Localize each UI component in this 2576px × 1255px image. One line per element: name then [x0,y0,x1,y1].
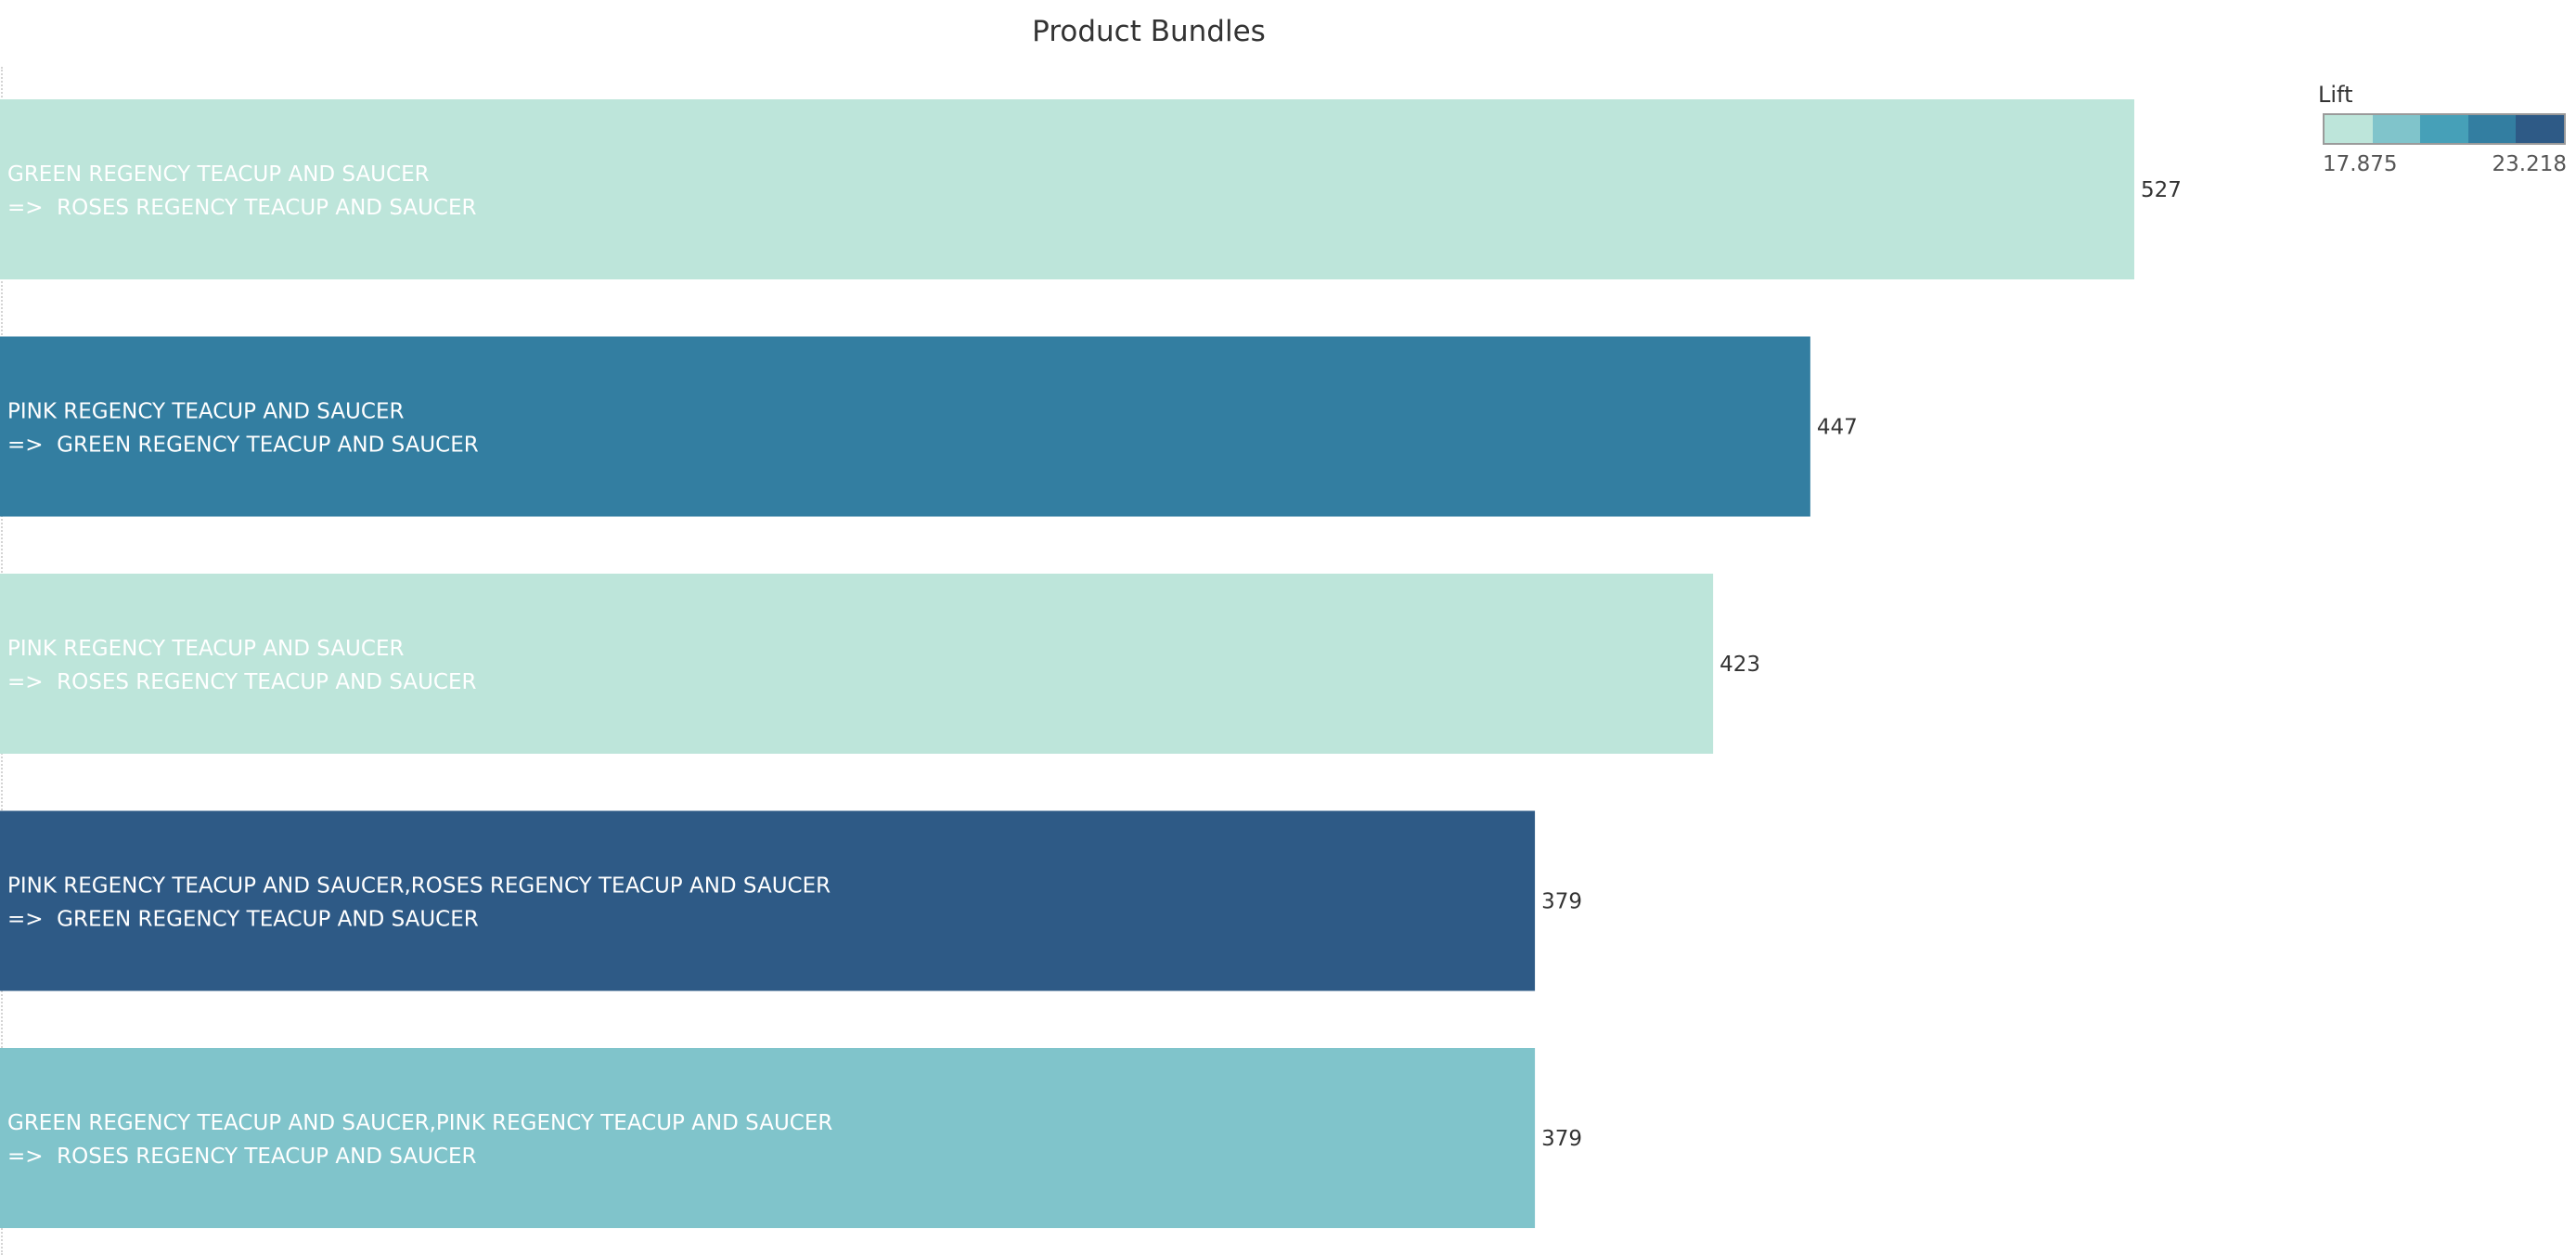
legend-swatch [2516,115,2564,143]
bar-value-label: 379 [1541,1127,1582,1151]
bar[interactable] [0,336,1810,517]
bar[interactable] [0,574,1714,754]
bar-group: GREEN REGENCY TEACUP AND SAUCER,PINK REG… [0,1048,1582,1228]
bar-group: PINK REGENCY TEACUP AND SAUCER,ROSES REG… [0,810,1582,991]
legend-min-label: 17.875 [2323,152,2398,176]
bar-label-consequent: => GREEN REGENCY TEACUP AND SAUCER [7,433,479,458]
bar-group: PINK REGENCY TEACUP AND SAUCER => GREEN R… [0,336,1858,517]
bar-label-consequent: => ROSES REGENCY TEACUP AND SAUCER [7,1145,477,1169]
bar[interactable] [0,1048,1536,1228]
bar-label-consequent: => ROSES REGENCY TEACUP AND SAUCER [7,196,477,220]
bar-value-label: 423 [1719,653,1760,677]
legend-color-ramp [2323,113,2566,145]
legend-swatch [2372,115,2421,143]
bar-label-antecedent: PINK REGENCY TEACUP AND SAUCER,ROSES REG… [7,874,831,899]
bar-value-label: 379 [1541,890,1582,914]
color-legend: Lift 17.875 23.218 [2318,82,2567,184]
bar-value-label: 447 [1817,416,1858,440]
bar-label-antecedent: GREEN REGENCY TEACUP AND SAUCER [7,162,430,187]
legend-swatch [2325,115,2373,143]
bar-group: GREEN REGENCY TEACUP AND SAUCER => ROSES … [0,99,2182,279]
legend-title: Lift [2318,82,2353,108]
legend-swatch [2420,115,2468,143]
legend-swatch [2467,115,2517,143]
bar-label-antecedent: GREEN REGENCY TEACUP AND SAUCER,PINK REG… [7,1111,832,1135]
bar-group: PINK REGENCY TEACUP AND SAUCER => ROSES R… [0,574,1760,754]
bar-label-consequent: => GREEN REGENCY TEACUP AND SAUCER [7,908,479,932]
bar-value-label: 527 [2141,178,2182,202]
legend-max-label: 23.218 [2492,152,2567,176]
bar[interactable] [0,99,2134,279]
bar-label-antecedent: PINK REGENCY TEACUP AND SAUCER [7,400,404,424]
bar-label-antecedent: PINK REGENCY TEACUP AND SAUCER [7,637,404,661]
bars-plot: GREEN REGENCY TEACUP AND SAUCER => ROSES … [0,99,2182,1228]
chart-title: Product Bundles [1032,15,1266,48]
bar[interactable] [0,810,1536,991]
bar-label-consequent: => ROSES REGENCY TEACUP AND SAUCER [7,670,477,694]
